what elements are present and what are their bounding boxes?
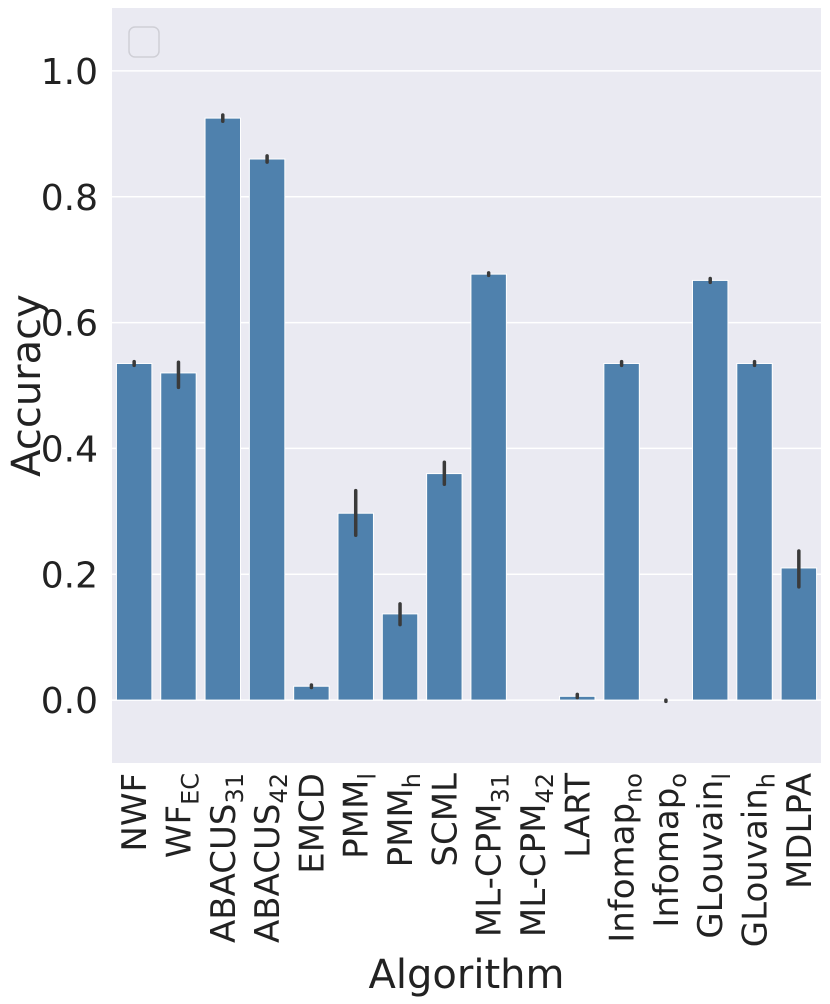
- x-tick-base: ML-CPM: [514, 804, 554, 938]
- x-tick-subscript: 42: [265, 773, 293, 804]
- x-tick-text: EMCD: [292, 773, 332, 874]
- x-tick-label: LART: [558, 773, 598, 858]
- x-tick-base: ABACUS: [204, 804, 244, 943]
- y-tick-label: 1.0: [41, 52, 98, 93]
- x-tick-base: GLouvain: [691, 780, 731, 939]
- bars-group: [115, 117, 818, 701]
- x-tick-subscript: h: [753, 773, 781, 788]
- x-tick-base: LART: [558, 773, 598, 858]
- x-tick-text: PMMh: [381, 773, 426, 867]
- x-tick-text: ABACUS42: [248, 773, 293, 943]
- x-tick-subscript: no: [620, 773, 648, 803]
- x-tick-label: ML-CPM31: [470, 773, 515, 937]
- bar: [115, 362, 153, 701]
- legend-box: [128, 26, 160, 58]
- x-tick-base: NWF: [115, 773, 155, 852]
- y-axis-label: Accuracy: [4, 294, 50, 477]
- x-tick-label: Infomapno: [603, 773, 648, 943]
- x-tick-base: ABACUS: [248, 804, 288, 943]
- x-tick-text: ABACUS31: [204, 773, 249, 943]
- x-tick-label: NWF: [115, 773, 155, 852]
- y-tick-label: 0.6: [41, 304, 98, 345]
- bar: [780, 567, 818, 701]
- bar: [204, 117, 242, 701]
- x-tick-subscript: o: [664, 773, 692, 788]
- x-tick-label: GLouvainh: [736, 773, 781, 947]
- x-tick-label: PMMh: [381, 773, 426, 867]
- x-tick-base: Infomap: [603, 803, 643, 943]
- x-tick-base: PMM: [381, 788, 421, 867]
- x-tick-subscript: 31: [221, 773, 249, 804]
- x-tick-subscript: EC: [176, 773, 204, 805]
- bar: [470, 273, 507, 701]
- x-tick-text: ML-CPM31: [470, 773, 515, 937]
- x-tick-base: EMCD: [292, 773, 332, 874]
- bar: [691, 279, 729, 701]
- x-tick-base: Infomap: [647, 788, 687, 928]
- x-tick-label: MDLPA: [780, 773, 820, 889]
- x-tick-label: GLouvainl: [691, 773, 736, 939]
- x-tick-label: WFEC: [159, 773, 204, 858]
- x-tick-text: Infomapno: [603, 773, 648, 943]
- x-tick-label: EMCD: [292, 773, 332, 874]
- bar: [603, 362, 640, 701]
- bar: [426, 473, 463, 701]
- x-axis-label: Algorithm: [369, 952, 565, 998]
- x-tick-subscript: 42: [531, 773, 559, 804]
- x-tick-text: GLouvainl: [691, 773, 736, 939]
- x-tick-label: SCML: [425, 773, 465, 867]
- x-tick-text: NWF: [115, 773, 155, 852]
- error-bars-group: [132, 113, 801, 704]
- bar: [381, 613, 419, 701]
- x-tick-text: LART: [558, 773, 598, 858]
- x-tick-label: PMMl: [337, 773, 382, 859]
- x-tick-subscript: l: [354, 773, 382, 780]
- x-tick-base: PMM: [337, 780, 377, 859]
- bar: [160, 372, 197, 701]
- x-tick-text: SCML: [425, 773, 465, 867]
- x-tick-subscript: h: [398, 773, 426, 788]
- x-tick-text: GLouvainh: [736, 773, 781, 947]
- x-tick-base: GLouvain: [736, 788, 776, 947]
- x-tick-label: ABACUS31: [204, 773, 249, 943]
- bar: [248, 158, 286, 701]
- y-tick-label: 0.0: [41, 681, 98, 722]
- x-tick-text: ML-CPM42: [514, 773, 559, 937]
- x-tick-text: PMMl: [337, 773, 382, 859]
- x-tick-base: SCML: [425, 773, 465, 867]
- y-tick-label: 0.2: [41, 555, 98, 596]
- x-tick-text: MDLPA: [780, 773, 820, 889]
- x-tick-subscript: l: [708, 773, 736, 780]
- x-tick-base: WF: [159, 805, 199, 858]
- x-tick-label: ML-CPM42: [514, 773, 559, 937]
- bar: [736, 362, 773, 701]
- bar: [337, 512, 374, 701]
- x-tick-text: WFEC: [159, 773, 204, 858]
- y-tick-label: 0.8: [41, 178, 98, 219]
- x-tick-base: ML-CPM: [470, 804, 510, 938]
- x-tick-label: ABACUS42: [248, 773, 293, 943]
- y-tick-label: 0.4: [41, 429, 98, 470]
- x-tick-base: MDLPA: [780, 773, 820, 889]
- x-tick-subscript: 31: [487, 773, 515, 804]
- x-tick-text: Infomapo: [647, 773, 692, 928]
- x-tick-label: Infomapo: [647, 773, 692, 928]
- y-tick-labels: 0.0 0.2 0.4 0.6 0.8 1.0: [41, 52, 98, 722]
